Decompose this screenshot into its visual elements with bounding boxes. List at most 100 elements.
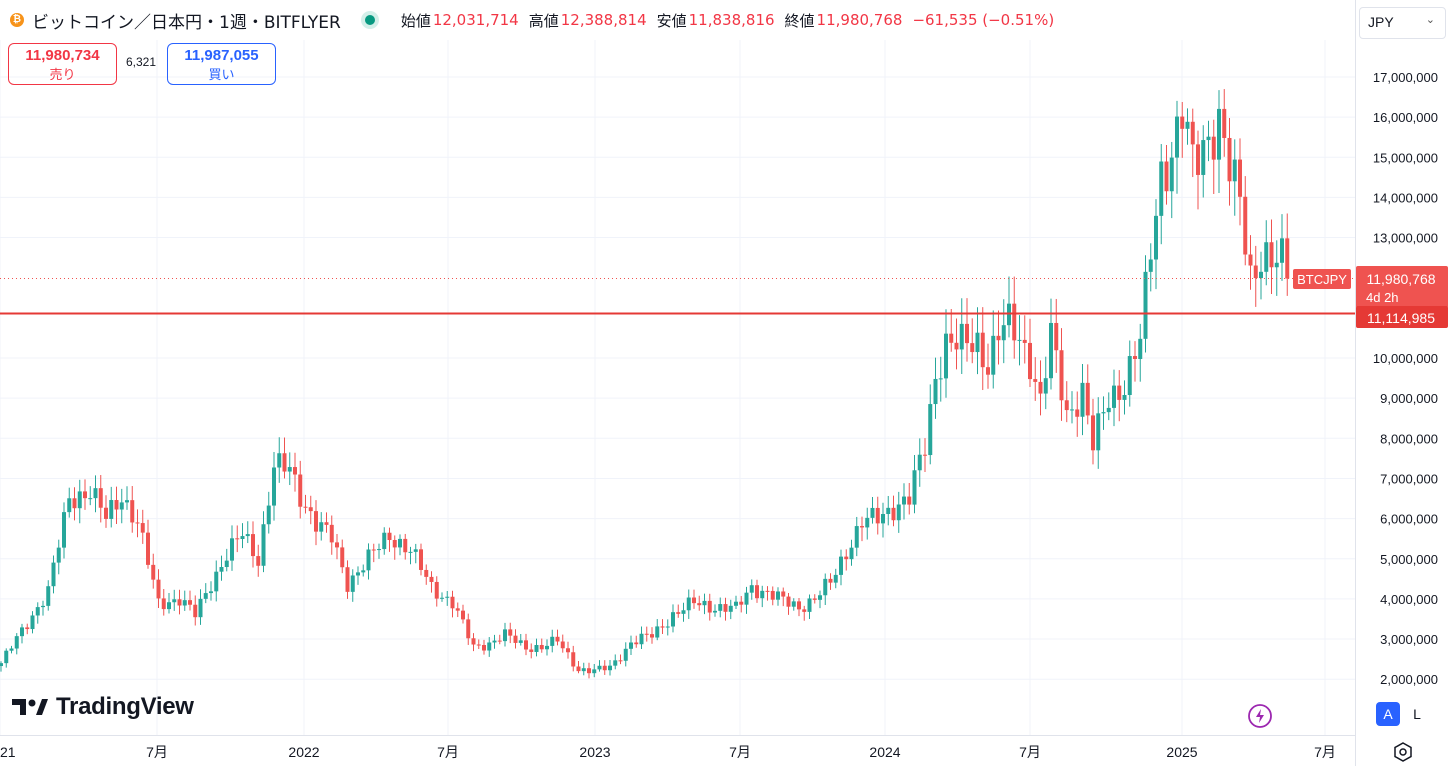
price-axis[interactable]: 17,000,000 16,000,000 15,000,000 14,000,000… xyxy=(1373,70,1438,687)
candle-body xyxy=(1190,121,1195,145)
symbol-tag xyxy=(1293,269,1351,289)
candle-body xyxy=(114,500,119,510)
candle-body xyxy=(413,549,418,552)
candle-body xyxy=(965,323,969,344)
candle-body xyxy=(1253,265,1258,279)
candle-body xyxy=(450,596,455,609)
candle-body xyxy=(860,526,864,528)
candle-body xyxy=(697,603,702,606)
candle-body xyxy=(293,467,297,475)
candle-body xyxy=(1175,116,1179,158)
candle-body xyxy=(870,507,875,518)
candle-body xyxy=(797,601,801,610)
candle-body xyxy=(728,605,733,612)
candle-body xyxy=(776,591,780,600)
candle-body xyxy=(949,333,954,343)
candle-body xyxy=(1143,271,1148,339)
candle-body xyxy=(571,652,576,667)
candle-body xyxy=(818,595,822,600)
candle-body xyxy=(980,332,985,368)
candle-body xyxy=(534,644,539,652)
candle-body xyxy=(419,549,423,570)
candle-body xyxy=(665,626,670,628)
candle-body xyxy=(608,665,612,671)
candle-body xyxy=(83,491,87,499)
candle-body xyxy=(146,532,150,565)
price-tick-5: 10,000,000 xyxy=(1373,351,1438,366)
candle-body xyxy=(56,547,61,563)
currency-select[interactable]: JPY ⌄ xyxy=(1359,7,1446,39)
candle-body xyxy=(455,608,460,611)
close-value: 11,980,768 xyxy=(816,11,903,29)
candle-body xyxy=(245,534,250,537)
auto-scale-button[interactable]: A xyxy=(1376,702,1400,726)
candle-body xyxy=(723,604,728,612)
line-price-tag xyxy=(1356,306,1448,328)
candle-body xyxy=(1038,381,1043,394)
candle-body xyxy=(151,564,156,580)
candle-body xyxy=(833,574,838,583)
candle-body xyxy=(1085,382,1090,416)
candle-body xyxy=(203,593,208,599)
candle-body xyxy=(1080,382,1085,417)
price-tick-4: 13,000,000 xyxy=(1373,231,1438,246)
market-status-icon[interactable] xyxy=(364,15,375,25)
chart-header: ₿ ビットコイン／日本円・1週・BITFLYER 始値 12,031,714 高値… xyxy=(0,0,1355,40)
candle-body xyxy=(198,598,203,618)
candle-body xyxy=(996,335,1001,341)
buy-button[interactable]: 11,987,055 買い xyxy=(167,43,276,85)
candle-body xyxy=(219,567,224,572)
candle-body xyxy=(487,642,492,651)
candle-body xyxy=(1259,271,1263,279)
candle-body xyxy=(791,601,796,607)
candle-body xyxy=(319,522,324,532)
candle-body xyxy=(356,572,360,576)
price-tick-11: 4,000,000 xyxy=(1380,592,1438,607)
candle-body xyxy=(119,502,124,510)
candle-body xyxy=(1148,259,1153,272)
candle-body xyxy=(854,526,859,548)
candle-body xyxy=(681,610,686,614)
candle-body xyxy=(503,629,507,642)
candle-body xyxy=(1127,356,1132,396)
tradingview-logo[interactable]: TradingView xyxy=(12,693,194,721)
candle-body xyxy=(928,404,933,456)
last-price-label: 11,980,768 xyxy=(1366,271,1435,287)
lightning-icon[interactable] xyxy=(1248,704,1272,728)
time-tick-4: 2023 xyxy=(579,744,610,760)
low-label: 安値 xyxy=(656,11,687,30)
candle-body xyxy=(466,619,471,639)
candle-body xyxy=(1180,116,1185,129)
candle-body xyxy=(135,522,140,524)
open-value: 12,031,714 xyxy=(432,11,519,29)
candle-body xyxy=(329,524,334,543)
time-tick-8: 2025 xyxy=(1166,744,1197,760)
candle-body xyxy=(109,500,114,519)
candle-body xyxy=(482,645,486,651)
gear-icon[interactable] xyxy=(1393,742,1413,762)
candle-body xyxy=(828,578,833,583)
candle-body xyxy=(1022,339,1027,343)
candle-body xyxy=(602,665,607,671)
time-axis[interactable]: 2021 7月 2022 7月 2023 7月 2024 7月 2025 7月 xyxy=(0,744,1336,760)
time-tick-2: 2022 xyxy=(288,744,319,760)
candle-body xyxy=(907,496,912,505)
candle-body xyxy=(576,666,581,672)
symbol-title[interactable]: ビットコイン／日本円・1週・BITFLYER xyxy=(32,12,341,33)
currency-value: JPY xyxy=(1368,14,1394,30)
candle-body xyxy=(513,635,518,643)
sell-button[interactable]: 11,980,734 売り xyxy=(8,43,117,85)
bitcoin-icon: ₿ xyxy=(10,13,24,27)
candle-body xyxy=(660,626,665,628)
candle-body xyxy=(1070,409,1074,411)
spread-value: 6,321 xyxy=(126,55,157,69)
candle-body xyxy=(692,597,696,604)
candle-body xyxy=(235,538,240,540)
log-scale-button[interactable]: L xyxy=(1405,702,1429,726)
candle-body xyxy=(812,598,817,600)
candle-body xyxy=(1075,409,1080,417)
candle-body xyxy=(51,562,56,587)
candle-body xyxy=(240,536,245,539)
line-price-label: 11,114,985 xyxy=(1367,310,1435,326)
